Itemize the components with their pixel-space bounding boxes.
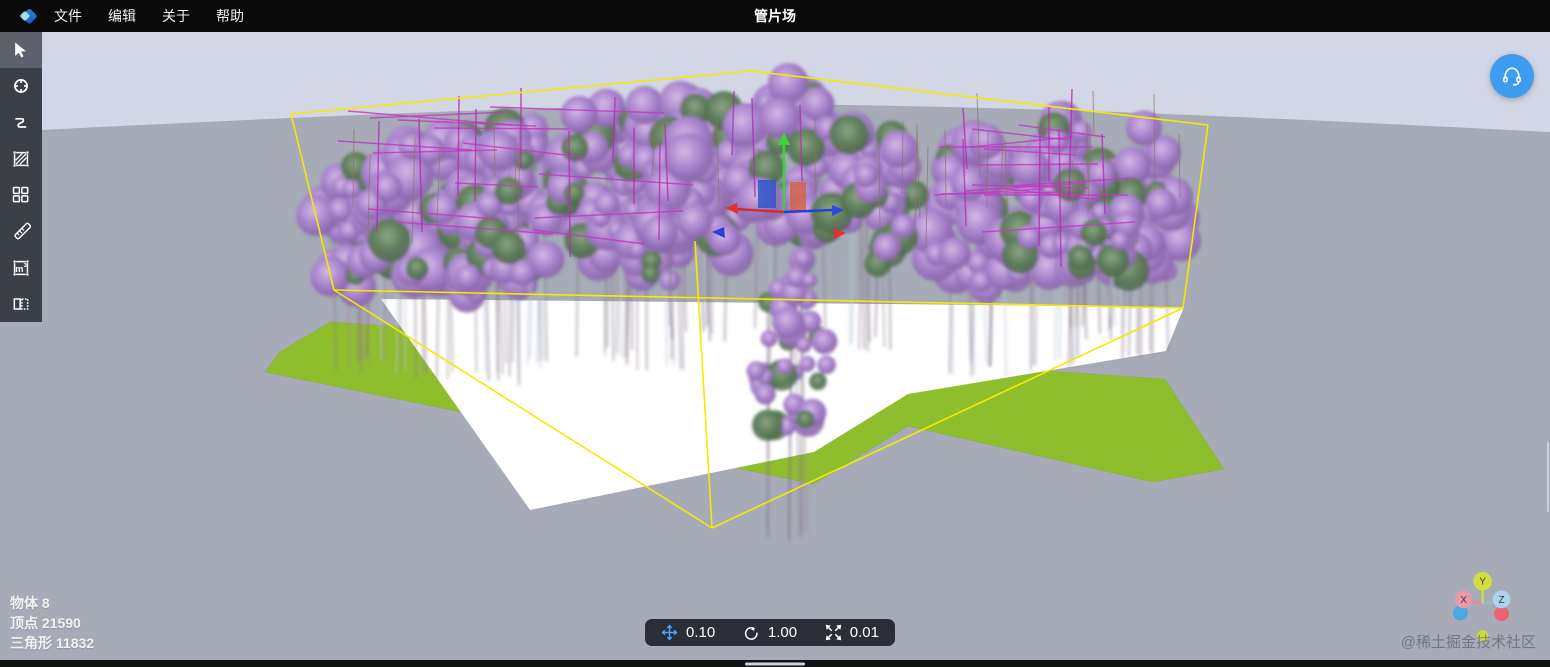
svg-text:Y: Y	[1479, 577, 1486, 588]
svg-text:X: X	[1460, 595, 1467, 606]
svg-text:m3: m3	[15, 263, 27, 274]
svg-text:Z: Z	[1499, 595, 1505, 606]
